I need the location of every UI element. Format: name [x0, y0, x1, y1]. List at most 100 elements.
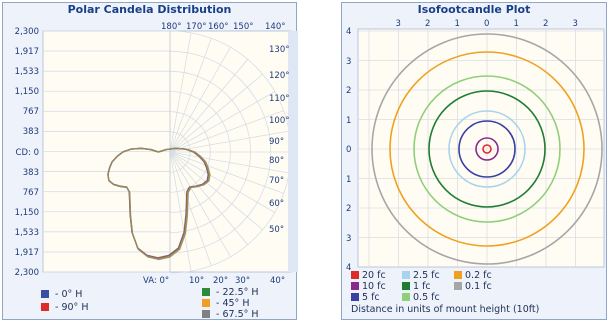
- legend-swatch: [402, 282, 410, 290]
- polar-right-angle-label: 90°: [269, 137, 285, 147]
- polar-axis-tick: 1,533: [14, 67, 39, 78]
- iso-legend-20fc: 20 fc: [351, 270, 386, 281]
- iso-plot-area: [357, 28, 605, 268]
- legend-label: - 67.5° H: [213, 309, 259, 320]
- iso-left-tick: 0: [346, 145, 352, 155]
- legend-swatch: [202, 288, 210, 296]
- legend-label: 1 fc: [413, 281, 431, 292]
- polar-legend-225h: - 22.5° H: [202, 287, 259, 298]
- legend-label: - 0° H: [52, 289, 83, 300]
- polar-top-angle-label: 180°: [161, 22, 182, 32]
- polar-axis-tick: 2,300: [14, 27, 39, 37]
- iso-left-tick: 4: [346, 27, 352, 37]
- iso-legend-01fc: 0.1 fc: [454, 281, 492, 292]
- candela-curve: [107, 147, 211, 261]
- polar-bottom-angle-label: 30°: [235, 276, 251, 286]
- iso-legend-05fc: 0.5 fc: [402, 292, 440, 303]
- polar-top-angle-label: 170°: [186, 22, 207, 32]
- polar-top-angle-label: 160°: [208, 22, 229, 32]
- polar-axis-tick: 767: [22, 107, 39, 118]
- isofootcandle-ring: [428, 90, 546, 208]
- polar-bottom-angle-label: 10°: [189, 276, 205, 286]
- iso-top-tick: 0: [484, 19, 490, 29]
- legend-label: - 45° H: [213, 298, 250, 309]
- legend-label: 5 fc: [362, 292, 380, 303]
- polar-chart: [42, 30, 298, 274]
- iso-top-tick: 3: [572, 19, 578, 29]
- polar-va-label: VA: 0°: [143, 276, 170, 286]
- legend-label: 20 fc: [362, 270, 386, 281]
- iso-distance-note: Distance in units of mount height (10ft): [351, 304, 540, 315]
- iso-legend-1fc: 1 fc: [402, 281, 431, 292]
- polar-axis-tick: 2,300: [14, 268, 39, 278]
- polar-axis-tick: 383: [22, 127, 39, 138]
- polar-legend-45h: - 45° H: [202, 298, 249, 309]
- isofootcandle-ring: [371, 33, 603, 265]
- polar-bottom-angle-label: 40°: [270, 276, 286, 286]
- polar-top-angle-label: 150°: [233, 22, 254, 32]
- legend-label: 2.5 fc: [413, 270, 440, 281]
- legend-swatch: [351, 271, 359, 279]
- polar-axis-tick: 1,917: [14, 47, 39, 58]
- iso-top-tick: 2: [543, 19, 549, 29]
- polar-axis-tick: 1,533: [14, 227, 39, 238]
- polar-legend-90h: - 90° H: [41, 302, 88, 313]
- polar-bottom-angle-label: 20°: [213, 276, 229, 286]
- iso-left-tick: 2: [346, 86, 352, 96]
- polar-right-angle-label: 100°: [269, 116, 290, 126]
- iso-legend-5fc: 5 fc: [351, 292, 380, 303]
- isofootcandle-ring: [475, 137, 499, 161]
- legend-swatch: [454, 282, 462, 290]
- iso-top-tick: 1: [513, 19, 519, 29]
- polar-top-angle-label: 140°: [265, 22, 286, 32]
- iso-chart: [357, 28, 605, 268]
- polar-right-angle-label: 50°: [269, 225, 285, 235]
- polar-legend-675h: - 67.5° H: [202, 309, 259, 320]
- legend-label: - 22.5° H: [213, 287, 259, 298]
- iso-left-tick: 4: [346, 263, 352, 273]
- iso-left-tick: 1: [346, 174, 352, 185]
- isofootcandle-ring: [448, 110, 526, 188]
- legend-swatch: [351, 293, 359, 301]
- iso-top-tick: 3: [395, 19, 401, 29]
- polar-right-angle-label: 120°: [269, 71, 290, 81]
- iso-legend-10fc: 10 fc: [351, 281, 386, 292]
- legend-swatch: [402, 293, 410, 301]
- isofootcandle-panel: Isofootcandle Plot 20 fc 10 fc 5 fc 2.5 …: [341, 2, 607, 320]
- polar-axis-tick: 1,917: [14, 247, 39, 258]
- legend-label: 10 fc: [362, 281, 386, 292]
- polar-axis-tick: 1,150: [14, 207, 39, 218]
- polar-right-angle-label: 110°: [269, 94, 290, 104]
- legend-label: 0.2 fc: [465, 270, 492, 281]
- polar-title: Polar Candela Distribution: [67, 3, 232, 16]
- polar-right-angle-label: 60°: [269, 199, 285, 209]
- polar-axis-tick: CD: 0: [15, 147, 39, 158]
- polar-axis-tick: 767: [22, 187, 39, 198]
- iso-left-tick: 3: [346, 56, 352, 67]
- iso-top-tick: 1: [454, 19, 460, 29]
- polar-legend-0h: - 0° H: [41, 289, 82, 300]
- legend-label: - 90° H: [52, 302, 89, 313]
- polar-right-angle-label: 130°: [269, 45, 290, 55]
- legend-swatch: [351, 282, 359, 290]
- iso-top-tick: 2: [425, 19, 431, 29]
- legend-swatch: [41, 303, 49, 311]
- iso-legend-02fc: 0.2 fc: [454, 270, 492, 281]
- isofootcandle-ring: [413, 75, 561, 223]
- iso-left-tick: 3: [346, 233, 352, 244]
- legend-swatch: [402, 271, 410, 279]
- legend-label: 0.5 fc: [413, 292, 440, 303]
- polar-right-angle-label: 70°: [269, 176, 285, 186]
- isofootcandle-ring: [482, 144, 492, 154]
- legend-swatch: [454, 271, 462, 279]
- legend-swatch: [202, 299, 210, 307]
- polar-axis-tick: 383: [22, 167, 39, 178]
- iso-title: Isofootcandle Plot: [417, 3, 531, 16]
- polar-candela-panel: Polar Candela Distribution VA: 0° - 0° H…: [2, 2, 298, 320]
- isofootcandle-ring: [458, 120, 516, 178]
- iso-left-tick: 1: [346, 115, 352, 126]
- legend-label: 0.1 fc: [465, 281, 492, 292]
- iso-left-tick: 2: [346, 204, 352, 214]
- legend-swatch: [41, 290, 49, 298]
- polar-right-angle-label: 80°: [269, 156, 285, 166]
